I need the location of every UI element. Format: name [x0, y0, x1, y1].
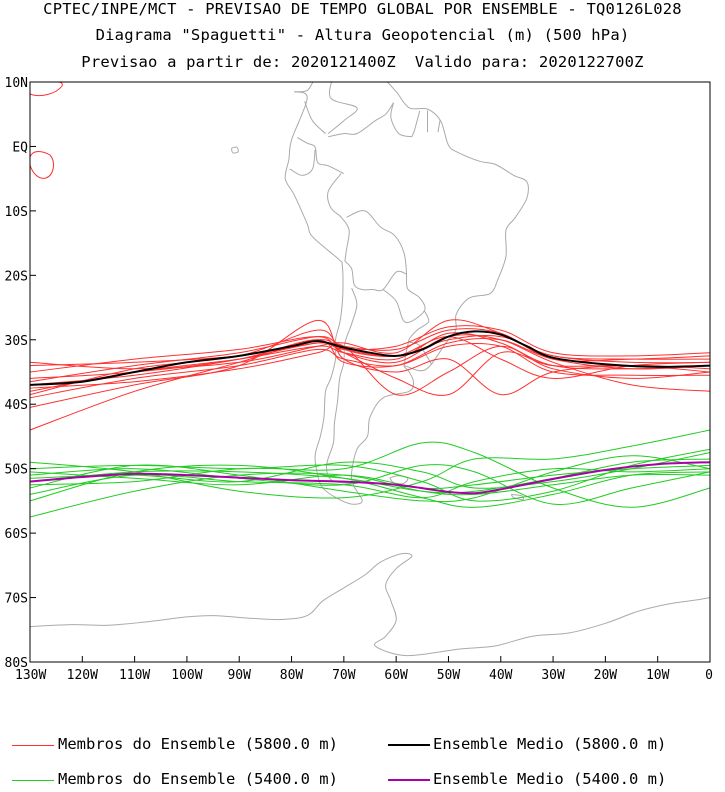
coastline-south-america: [284, 82, 529, 505]
plot-frame: [29, 81, 711, 663]
x-tick-label: 80W: [280, 668, 304, 683]
x-tick-label: 100W: [171, 668, 202, 683]
coastline-galapagos: [230, 146, 239, 154]
country-border: [437, 119, 441, 133]
series-line-member5400-21: [30, 455, 710, 503]
legend-swatch-member5800: [12, 745, 54, 746]
legend-label-mean5800: Ensemble Medio (5800.0 m): [433, 735, 667, 753]
series-line-member5400-14: [30, 448, 710, 502]
series-line-mean5800-23: [30, 330, 710, 386]
y-tick-label: EQ: [12, 140, 28, 155]
legend-swatch-mean5400: [388, 779, 430, 781]
series-line-member5400-17: [30, 429, 710, 499]
x-tick-label: 120W: [67, 668, 98, 683]
country-border: [328, 102, 394, 138]
x-tick-label: 10W: [646, 668, 670, 683]
y-tick-label: 20S: [5, 269, 28, 284]
series-line-member5800-6: [30, 325, 710, 367]
country-border: [346, 210, 408, 275]
series-layer: [30, 82, 710, 518]
series-line-member5800-3: [30, 342, 710, 399]
legend-swatch-member5400: [12, 780, 54, 781]
country-border: [390, 102, 412, 138]
y-tick-label: 30S: [5, 334, 28, 349]
x-tick-label: 20W: [594, 668, 618, 683]
closed-contour-nw: [30, 82, 63, 97]
series-line-member5800-9: [30, 343, 710, 396]
series-line-member5400-22: [30, 452, 710, 489]
y-tick-label: 60S: [5, 527, 28, 542]
axes: 130W 120W 110W 100W 90W 80W 70W 60W 50W 40W 30W 20W…: [5, 76, 713, 683]
country-border: [289, 149, 316, 176]
x-tick-label: 30W: [541, 668, 565, 683]
country-border: [327, 173, 350, 262]
coastline-antarctica: [30, 552, 710, 657]
series-line-member5400-19: [30, 464, 710, 508]
series-line-member5800-7: [30, 334, 710, 392]
y-tick-label: 10N: [5, 76, 28, 91]
x-tick-label: 110W: [119, 668, 150, 683]
country-border: [297, 136, 345, 174]
legend-swatch-mean5800: [388, 744, 430, 746]
x-tick-label: 130W: [15, 668, 46, 683]
y-tick-label: 40S: [5, 398, 28, 413]
y-tick-label: 10S: [5, 205, 28, 220]
y-tick-label: 70S: [5, 592, 28, 607]
y-tick-label: 50S: [5, 463, 28, 478]
x-tick-label: 40W: [489, 668, 513, 683]
title-line-3: Previsao a partir de: 2020121400Z Valido…: [81, 53, 644, 71]
x-tick-label: 60W: [384, 668, 408, 683]
x-tick-label: 90W: [227, 668, 251, 683]
country-border: [344, 260, 407, 292]
x-tick-label: 50W: [437, 668, 461, 683]
y-tick-label: 80S: [5, 656, 28, 671]
title-line-2: Diagrama "Spaguetti" - Altura Geopotenci…: [95, 26, 630, 44]
country-border: [327, 82, 358, 134]
title-line-1: CPTEC/INPE/MCT - PREVISAO DE TEMPO GLOBA…: [43, 0, 682, 18]
legend-label-mean5400: Ensemble Medio (5400.0 m): [433, 770, 667, 788]
coastline-south-georgia: [510, 493, 524, 501]
x-tick-label: 70W: [332, 668, 356, 683]
legend-label-member5800: Membros do Ensemble (5800.0 m): [58, 735, 338, 753]
country-border: [326, 288, 358, 484]
series-line-member5400-12: [30, 458, 710, 494]
series-line-member5800-10: [30, 337, 710, 379]
closed-contour-eq: [30, 151, 54, 179]
legend-label-member5400: Membros do Ensemble (5400.0 m): [58, 770, 338, 788]
country-border: [411, 110, 421, 138]
country-border: [304, 101, 326, 134]
x-tick-label: 0: [705, 668, 713, 683]
series-line-mean5400-24: [30, 461, 710, 495]
